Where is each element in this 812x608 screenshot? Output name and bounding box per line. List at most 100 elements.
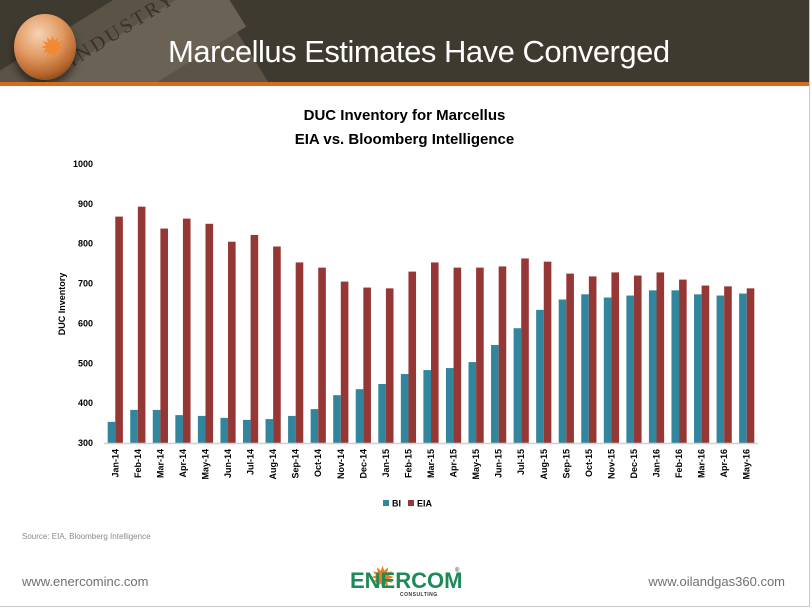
bar-bi-mar-14 xyxy=(152,409,161,443)
orb-logo-icon: ✹ xyxy=(14,14,76,80)
bar-eia-mar-16 xyxy=(701,285,710,443)
x-tick-label: Sep-14 xyxy=(291,449,301,479)
bar-eia-dec-15 xyxy=(633,275,642,443)
bar-eia-nov-14 xyxy=(340,281,349,443)
bar-eia-nov-15 xyxy=(611,272,620,443)
y-tick-label: 800 xyxy=(78,239,93,249)
x-tick-label: Feb-15 xyxy=(403,449,413,478)
x-tick-label: May-16 xyxy=(742,449,752,480)
bar-eia-may-14 xyxy=(205,223,214,443)
x-tick-label: Jun-14 xyxy=(223,449,233,478)
bar-bi-feb-15 xyxy=(400,374,409,443)
bar-eia-jan-16 xyxy=(656,272,665,443)
bar-eia-jul-15 xyxy=(521,258,529,443)
bar-bi-sep-15 xyxy=(558,299,567,443)
footer-link-enercom[interactable]: www.enercominc.com xyxy=(22,574,149,589)
bar-bi-dec-14 xyxy=(355,389,364,443)
x-tick-label: Feb-16 xyxy=(674,449,684,478)
footer-link-oilandgas360[interactable]: www.oilandgas360.com xyxy=(648,574,785,589)
x-tick-label: Nov-14 xyxy=(336,449,346,479)
bar-eia-oct-14 xyxy=(318,267,326,443)
bar-bi-aug-15 xyxy=(536,309,544,443)
bar-eia-feb-14 xyxy=(137,206,146,443)
bar-bi-apr-14 xyxy=(175,415,183,443)
bar-eia-jan-15 xyxy=(385,288,394,443)
x-tick-label: Aug-14 xyxy=(268,449,278,480)
legend-label-eia: EIA xyxy=(417,499,433,509)
y-tick-label: 700 xyxy=(78,279,93,289)
x-tick-label: Jun-15 xyxy=(494,449,504,478)
source-note: Source: EIA, Bloomberg Intelligence xyxy=(22,532,151,541)
bar-bi-dec-15 xyxy=(626,295,634,443)
bar-bi-jan-14 xyxy=(107,421,116,443)
x-tick-label: Dec-15 xyxy=(629,449,639,479)
bar-bi-oct-15 xyxy=(581,294,589,443)
bar-eia-jul-14 xyxy=(250,234,259,443)
bar-bi-nov-14 xyxy=(333,395,341,443)
bar-eia-jun-15 xyxy=(498,266,507,443)
legend-swatch-bi xyxy=(383,500,389,506)
header-stripe xyxy=(0,82,809,86)
slide-title: Marcellus Estimates Have Converged xyxy=(168,34,670,69)
bar-eia-apr-14 xyxy=(182,218,191,443)
bar-eia-apr-15 xyxy=(453,267,462,443)
y-tick-label: 300 xyxy=(78,438,93,448)
logo-subtitle: CONSULTING xyxy=(400,592,438,598)
bar-eia-mar-14 xyxy=(160,228,168,443)
bar-bi-sep-14 xyxy=(288,415,296,443)
sun-icon: ✹ xyxy=(40,32,66,65)
bar-bi-feb-16 xyxy=(671,290,680,443)
bar-eia-may-16 xyxy=(746,288,755,443)
bar-bi-nov-15 xyxy=(603,297,612,443)
legend-label-bi: BI xyxy=(392,499,401,509)
y-tick-label: 600 xyxy=(78,318,93,328)
logo-text: ENERCOM xyxy=(350,568,463,593)
header-banner: INDUSTRY ✹ Marcellus Estimates Have Conv… xyxy=(0,0,809,82)
x-tick-label: Apr-16 xyxy=(719,449,729,478)
bar-bi-jul-14 xyxy=(242,419,251,443)
x-tick-label: Mar-15 xyxy=(426,449,436,478)
x-tick-label: Aug-15 xyxy=(539,449,549,480)
chart-title: DUC Inventory for Marcellus xyxy=(303,107,506,124)
bar-bi-jun-15 xyxy=(491,344,499,443)
bar-bi-oct-14 xyxy=(310,409,319,443)
x-tick-label: Mar-16 xyxy=(697,449,707,478)
bar-bi-apr-15 xyxy=(445,368,454,443)
bar-bi-aug-14 xyxy=(265,419,274,443)
bar-eia-may-15 xyxy=(476,267,484,443)
registered-mark: ® xyxy=(455,568,460,574)
y-tick-label: 1000 xyxy=(73,159,93,169)
bar-eia-feb-15 xyxy=(408,271,417,443)
y-tick-label: 400 xyxy=(78,398,93,408)
y-axis-label: DUC Inventory xyxy=(57,273,67,336)
bar-eia-jun-14 xyxy=(228,241,236,443)
x-tick-label: Apr-14 xyxy=(178,449,188,478)
bar-eia-sep-15 xyxy=(566,273,574,443)
x-tick-label: May-14 xyxy=(200,449,210,480)
bar-bi-mar-15 xyxy=(423,370,431,443)
legend-swatch-eia xyxy=(408,500,414,506)
x-tick-label: Sep-15 xyxy=(561,449,571,479)
x-tick-label: Nov-15 xyxy=(606,449,616,479)
bar-eia-jan-14 xyxy=(115,216,123,443)
bar-eia-sep-14 xyxy=(295,262,304,443)
bar-eia-oct-15 xyxy=(588,276,597,443)
bar-bi-may-15 xyxy=(468,362,477,443)
bar-bi-may-14 xyxy=(197,415,206,443)
bar-bi-jun-14 xyxy=(220,417,229,443)
bar-eia-aug-14 xyxy=(273,246,281,443)
x-tick-label: Mar-14 xyxy=(155,449,165,478)
x-tick-label: Jan-15 xyxy=(381,449,391,478)
bar-eia-feb-16 xyxy=(679,279,687,443)
bar-bi-mar-16 xyxy=(694,294,702,443)
bar-bi-jul-15 xyxy=(513,328,522,443)
legend: BI EIA xyxy=(383,499,433,509)
sun-icon: ✹ xyxy=(370,562,396,595)
x-tick-label: May-15 xyxy=(471,449,481,480)
x-tick-label: Feb-14 xyxy=(133,449,143,478)
bar-bi-feb-14 xyxy=(130,409,138,443)
chart-subtitle: EIA vs. Bloomberg Intelligence xyxy=(294,131,515,148)
bar-chart: 300 400 500 600 700 800 900 1000 Jan-14 Feb-14 Ma… xyxy=(57,159,758,509)
bar-eia-apr-16 xyxy=(724,286,732,443)
x-tick-label: Jul-15 xyxy=(516,449,526,475)
